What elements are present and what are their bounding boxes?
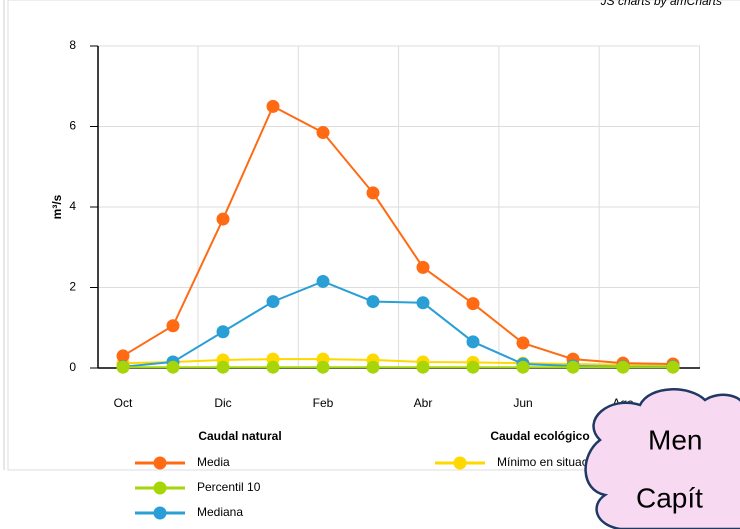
point [416, 296, 430, 310]
legend-marker [453, 456, 467, 470]
point [166, 319, 180, 333]
y-axis-label: m³/s [50, 194, 64, 219]
point [116, 349, 130, 363]
point [316, 274, 330, 288]
point [366, 295, 380, 309]
point [416, 360, 430, 374]
point [216, 360, 230, 374]
point [366, 360, 380, 374]
point [316, 360, 330, 374]
y-tick-label: 2 [69, 280, 76, 294]
legend-marker [153, 506, 167, 520]
point [466, 297, 480, 311]
y-tick-label: 8 [69, 38, 76, 52]
x-tick-label: Abr [414, 396, 433, 410]
point [116, 360, 130, 374]
point [266, 360, 280, 374]
point [416, 260, 430, 274]
x-tick-label: Jun [513, 396, 532, 410]
point [466, 335, 480, 349]
point [216, 212, 230, 226]
series-line [122, 358, 673, 366]
callout-text: Men [648, 424, 702, 455]
x-tick-label: Feb [313, 396, 334, 410]
point [566, 360, 580, 374]
legend-label: Percentil 10 [197, 480, 261, 494]
legend-title: Caudal ecológico [490, 429, 589, 443]
callout: Men Capít [584, 388, 740, 529]
y-tick-label: 4 [69, 199, 76, 213]
y-tick-label: 0 [69, 360, 76, 374]
legend-marker [153, 456, 167, 470]
series-line [122, 280, 673, 368]
point [666, 360, 680, 374]
point [516, 360, 530, 374]
point [366, 186, 380, 200]
legend-label: Media [197, 455, 230, 469]
callout-cloud [584, 388, 740, 529]
point [516, 336, 530, 350]
point [616, 360, 630, 374]
point [266, 99, 280, 113]
point [216, 325, 230, 339]
legend-title: Caudal natural [198, 429, 281, 443]
legend-label: Mediana [197, 505, 243, 519]
y-tick-label: 6 [69, 119, 76, 133]
point [466, 360, 480, 374]
legend-marker [153, 481, 167, 495]
x-tick-label: Dic [214, 396, 231, 410]
point [166, 360, 180, 374]
credit: JS charts by amCharts [600, 0, 722, 8]
chart-frame [7, 0, 740, 471]
callout-text: Capít [636, 482, 703, 513]
x-tick-label: Oct [114, 396, 133, 410]
point [266, 295, 280, 309]
series-line [122, 104, 674, 365]
point [316, 126, 330, 140]
